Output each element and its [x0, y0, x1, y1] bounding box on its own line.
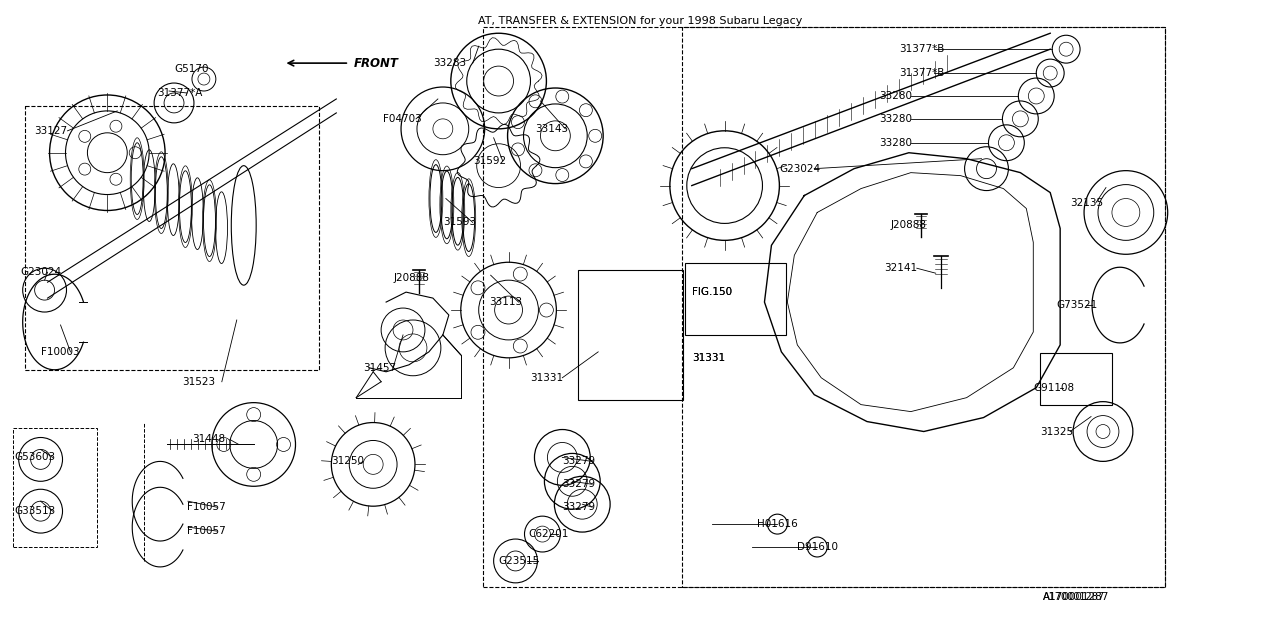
Bar: [579, 270, 682, 399]
Text: 31331: 31331: [691, 353, 724, 363]
Text: 33127: 33127: [35, 126, 68, 136]
Bar: [685, 263, 786, 335]
Text: 31523: 31523: [182, 377, 215, 387]
Text: G73521: G73521: [1056, 300, 1097, 310]
Bar: [13, 428, 97, 547]
Text: G33513: G33513: [15, 506, 56, 516]
Text: FIG.150: FIG.150: [691, 287, 732, 297]
Text: G23024: G23024: [780, 164, 820, 173]
Text: 33143: 33143: [535, 124, 568, 134]
Text: 32135: 32135: [1070, 198, 1103, 207]
Text: A170001287: A170001287: [1043, 592, 1106, 602]
Text: F10003: F10003: [41, 347, 79, 357]
Bar: [1041, 353, 1112, 404]
Text: D91610: D91610: [797, 542, 838, 552]
Text: G23515: G23515: [499, 556, 540, 566]
Text: AT, TRANSFER & EXTENSION for your 1998 Subaru Legacy: AT, TRANSFER & EXTENSION for your 1998 S…: [477, 16, 803, 26]
Text: 32141: 32141: [884, 263, 916, 273]
Text: G23024: G23024: [20, 268, 61, 277]
Text: C62201: C62201: [529, 529, 568, 539]
Bar: [483, 28, 1165, 587]
Text: 31592: 31592: [472, 156, 506, 166]
Text: 33113: 33113: [489, 297, 522, 307]
Text: J20888: J20888: [891, 220, 927, 230]
Text: FRONT: FRONT: [353, 56, 398, 70]
Text: G53603: G53603: [15, 452, 56, 463]
Text: 33279: 33279: [562, 479, 595, 490]
Text: F10057: F10057: [187, 526, 225, 536]
Text: 31377*B: 31377*B: [899, 44, 945, 54]
Text: J20888: J20888: [393, 273, 429, 283]
Text: H01616: H01616: [758, 519, 799, 529]
Text: 33280: 33280: [879, 91, 911, 101]
Text: 33283: 33283: [433, 58, 466, 68]
Text: 33279: 33279: [562, 502, 595, 512]
Text: G91108: G91108: [1033, 383, 1074, 393]
Text: 31331: 31331: [530, 372, 563, 383]
Text: F10057: F10057: [187, 502, 225, 512]
Text: A170001287: A170001287: [1043, 592, 1110, 602]
Text: 33280: 33280: [879, 114, 911, 124]
Text: 33279: 33279: [562, 456, 595, 467]
Text: G5170: G5170: [174, 64, 209, 74]
Text: F04703: F04703: [383, 114, 422, 124]
Text: 33280: 33280: [879, 138, 911, 148]
Bar: [682, 28, 1165, 587]
Text: 31377*A: 31377*A: [157, 88, 202, 98]
Text: 31457: 31457: [364, 363, 397, 372]
Text: 31448: 31448: [192, 435, 225, 444]
Text: 31377*B: 31377*B: [899, 68, 945, 78]
Text: FIG.150: FIG.150: [691, 287, 732, 297]
Text: 31331: 31331: [691, 353, 724, 363]
Text: 31250: 31250: [332, 456, 365, 467]
Text: 31593: 31593: [443, 218, 476, 227]
Text: 31325: 31325: [1041, 426, 1074, 436]
